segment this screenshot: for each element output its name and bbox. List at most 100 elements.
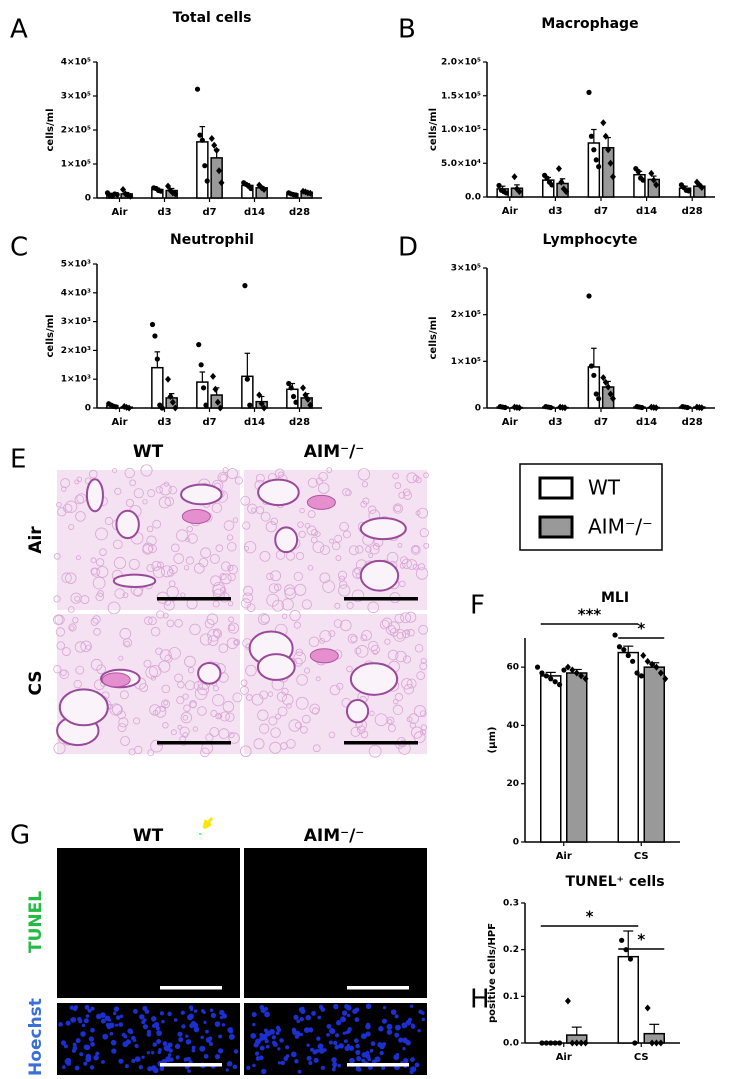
data-point	[686, 188, 691, 193]
data-point	[289, 385, 294, 390]
nucleus	[199, 1046, 205, 1052]
y-axis-label: cells/ml	[45, 108, 56, 151]
data-point	[247, 403, 252, 408]
x-tick-label: d7	[594, 206, 608, 217]
data-point	[544, 673, 549, 678]
nucleus	[365, 1024, 370, 1029]
data-point	[586, 90, 591, 95]
data-point	[556, 165, 562, 172]
nucleus	[340, 1016, 346, 1022]
nucleus	[418, 1010, 422, 1014]
data-point	[195, 87, 200, 92]
x-tick-label: Air	[111, 417, 127, 428]
y-axis-label: cells/ml	[428, 316, 439, 359]
nucleus	[382, 1019, 387, 1024]
data-point	[200, 138, 205, 143]
nucleus	[286, 1054, 290, 1058]
nucleus	[205, 1030, 209, 1034]
data-point	[600, 119, 606, 126]
y-tick-label: 0.2	[503, 945, 519, 955]
y-tick-label: 0	[85, 194, 91, 204]
arrow	[204, 818, 212, 828]
nucleus	[233, 1065, 238, 1070]
data-point	[639, 405, 644, 410]
nucleus	[415, 1063, 420, 1068]
y-tick-label: 5.0×10⁴	[441, 159, 481, 169]
data-point	[160, 405, 165, 410]
airway	[198, 663, 220, 684]
vessel	[310, 649, 338, 663]
nucleus	[181, 1024, 185, 1028]
nucleus	[382, 1042, 386, 1046]
bar	[211, 158, 222, 198]
nucleus	[218, 1048, 223, 1053]
nucleus	[90, 1042, 95, 1047]
nucleus	[164, 1046, 169, 1051]
nucleus	[319, 1005, 323, 1009]
nucleus	[337, 1064, 341, 1068]
data-point	[628, 956, 633, 961]
nucleus	[391, 1009, 397, 1015]
nucleus	[332, 1062, 337, 1067]
data-point	[548, 405, 553, 410]
nucleus	[168, 1042, 173, 1047]
y-tick-label: 4×10⁵	[61, 58, 91, 68]
tunel-cell	[199, 833, 201, 835]
nucleus	[62, 1065, 66, 1069]
nucleus	[122, 1033, 126, 1037]
nucleus	[91, 1007, 95, 1011]
nucleus	[215, 1021, 221, 1027]
nucleus	[72, 1049, 76, 1053]
x-tick-label: d28	[289, 207, 310, 218]
nucleus	[331, 1057, 336, 1062]
bar	[152, 368, 163, 408]
nucleus	[404, 1059, 408, 1063]
scale-bar	[157, 597, 231, 601]
data-point	[205, 178, 210, 183]
nucleus	[411, 1023, 415, 1027]
nucleus	[396, 1053, 399, 1056]
bar	[618, 653, 638, 842]
data-point	[632, 1040, 637, 1045]
y-tick-label: 40	[506, 721, 519, 731]
data-point	[504, 190, 509, 195]
nucleus	[151, 1016, 156, 1021]
nucleus	[398, 1038, 403, 1043]
nucleus	[306, 1043, 309, 1046]
nucleus	[141, 1056, 144, 1059]
nucleus	[262, 1034, 267, 1039]
x-tick-label: Air	[502, 206, 518, 217]
nucleus	[152, 1024, 156, 1028]
nucleus	[293, 1015, 298, 1020]
y-tick-label: 2×10³	[61, 346, 91, 356]
panel-letter: D	[398, 233, 418, 263]
nucleus	[333, 1041, 337, 1045]
data-point	[502, 405, 507, 410]
scale-bar	[160, 1063, 222, 1067]
nucleus	[203, 1021, 206, 1024]
airway	[181, 485, 222, 505]
nucleus	[89, 1036, 94, 1041]
data-point	[549, 182, 554, 187]
data-point	[565, 998, 571, 1005]
bar	[541, 676, 561, 842]
nucleus	[296, 1019, 300, 1023]
scale-bar	[157, 741, 231, 745]
vessel	[102, 673, 130, 687]
scale-bar	[160, 986, 222, 990]
legend: WT AIM⁻/⁻	[520, 464, 662, 550]
nucleus	[147, 1051, 150, 1054]
nucleus	[405, 1040, 411, 1046]
y-tick-label: 5×10³	[61, 260, 91, 270]
nucleus	[265, 1039, 269, 1043]
nucleus	[209, 1042, 213, 1046]
nucleus	[394, 1033, 399, 1038]
data-point	[626, 653, 631, 658]
legend-swatch	[540, 478, 572, 498]
data-point	[209, 135, 215, 142]
nucleus	[227, 1027, 233, 1033]
nucleus	[344, 1039, 348, 1043]
nucleus	[161, 1020, 165, 1024]
column-heading: WT	[133, 442, 164, 462]
